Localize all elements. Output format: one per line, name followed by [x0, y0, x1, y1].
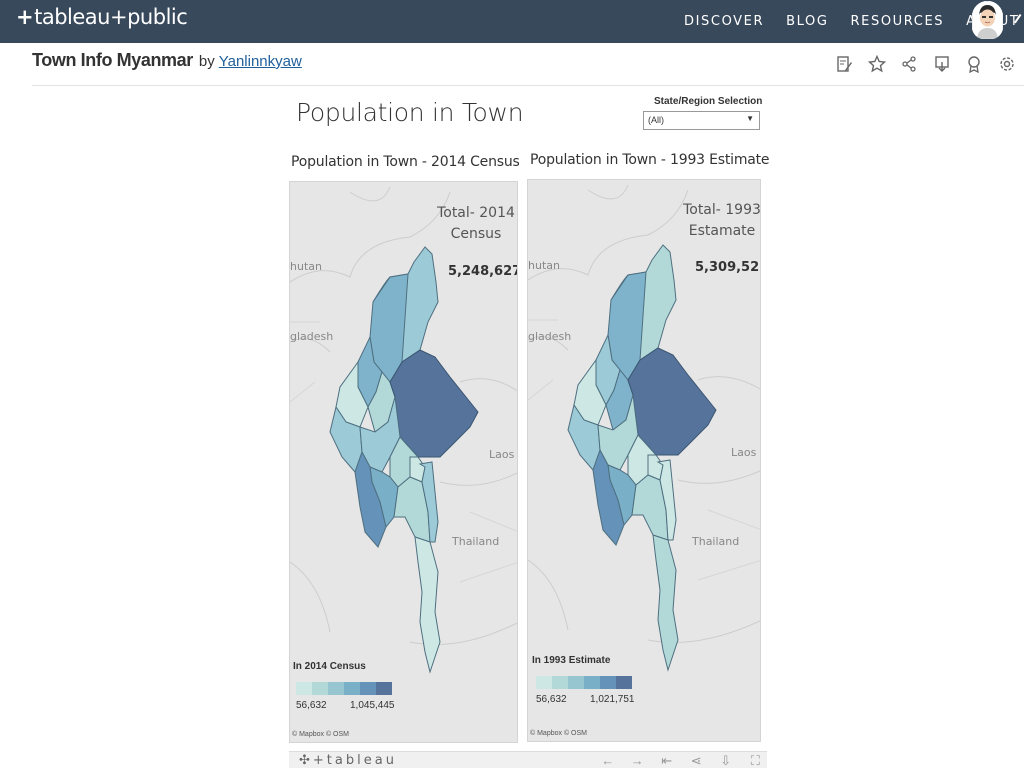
legend-swatch: [568, 676, 584, 689]
country-label-bhutan: hutan: [290, 260, 322, 273]
share-icon[interactable]: [897, 52, 921, 76]
legend-swatch: [328, 682, 344, 695]
map-2014-census[interactable]: Total- 2014 Census 5,248,627 hutan glade…: [289, 181, 518, 743]
right-map-title: Population in Town - 1993 Estimate: [530, 152, 770, 168]
header-divider: [32, 85, 1024, 86]
total-label-line1: Total- 1993: [683, 202, 761, 218]
legend-swatch: [296, 682, 312, 695]
country-label-bangladesh: gladesh: [528, 330, 572, 343]
filter-label: State/Region Selection: [654, 96, 763, 107]
country-label-thailand: Thailand: [452, 535, 500, 548]
edit-icon[interactable]: [832, 52, 856, 76]
legend-title: In 1993 Estimate: [532, 655, 611, 666]
legend-max: 1,021,751: [590, 694, 635, 705]
map-1993-estimate[interactable]: Total- 1993 Estamate 5,309,521 hutan gla…: [527, 179, 761, 742]
download-icon[interactable]: ⇩: [720, 753, 732, 768]
footer-logo-mark-icon: ✣+: [299, 753, 327, 768]
map-attribution[interactable]: © Mapbox © OSM: [292, 731, 349, 738]
country-label-thailand: Thailand: [692, 535, 740, 548]
nav-discover[interactable]: DISCOVER: [684, 14, 765, 29]
viz-footer-toolbar: ✣+tableau ← → ⇤ ⋖ ⇩ ⛶: [289, 751, 767, 768]
logo-suffix: public: [127, 5, 188, 29]
total-value: 5,248,627: [448, 264, 518, 279]
map-2014-svg: [290, 182, 517, 742]
download-icon[interactable]: [930, 52, 954, 76]
state-region-dropdown[interactable]: (All) ▼: [643, 111, 760, 130]
legend-swatch: [360, 682, 376, 695]
legend-title: In 2014 Census: [293, 661, 366, 672]
legend-swatch: [376, 682, 392, 695]
star-icon[interactable]: [865, 52, 889, 76]
by-label: by: [198, 53, 215, 70]
redo-icon[interactable]: →: [630, 753, 644, 768]
map-1993-svg: [528, 180, 760, 741]
award-icon[interactable]: [962, 52, 986, 76]
legend-color-bar: [536, 676, 632, 689]
logo-plus-2-icon: +: [109, 5, 128, 29]
legend-swatch: [552, 676, 568, 689]
legend-swatch: [312, 682, 328, 695]
filter-value: (All): [648, 115, 664, 125]
fullscreen-icon[interactable]: ⛶: [750, 753, 760, 768]
total-label: Total- 1993 Estamate: [682, 200, 761, 242]
country-label-bhutan: hutan: [528, 259, 560, 272]
revert-icon[interactable]: ⇤: [661, 753, 673, 768]
viz-title-bar: Town Info Myanmar by Yanlinnkyaw: [32, 50, 302, 78]
author-link[interactable]: Yanlinnkyaw: [218, 53, 302, 70]
nav-blog[interactable]: BLOG: [786, 14, 829, 29]
legend-swatch: [344, 682, 360, 695]
legend-swatch: [584, 676, 600, 689]
legend-swatch: [600, 676, 616, 689]
nav-resources[interactable]: RESOURCES: [850, 14, 945, 29]
logo-text: tableau: [34, 5, 110, 29]
dashboard-title: Population in Town: [296, 98, 524, 127]
logo-plus-icon: +: [16, 5, 34, 29]
dropdown-arrow-icon: ▼: [746, 114, 754, 123]
total-label-line2: Estamate: [688, 223, 756, 239]
viz-toolbar: [832, 52, 1024, 76]
country-label-laos: Laos: [731, 446, 757, 459]
map-attribution[interactable]: © Mapbox © OSM: [530, 730, 587, 737]
legend-swatch: [616, 676, 632, 689]
footer-icons: ← → ⇤ ⋖ ⇩ ⛶: [593, 753, 770, 769]
gear-icon[interactable]: [995, 52, 1019, 76]
total-label-line1: Total- 2014: [437, 205, 515, 221]
footer-logo-text: tableau: [326, 753, 397, 768]
legend-max: 1,045,445: [350, 700, 395, 711]
top-navigation: +tableau+public DISCOVER BLOG RESOURCES …: [0, 0, 1024, 43]
legend-min: 56,632: [296, 700, 327, 711]
undo-icon[interactable]: ←: [601, 753, 615, 768]
left-map-title: Population in Town - 2014 Census: [291, 154, 520, 170]
legend-color-bar: [296, 682, 392, 695]
country-label-laos: Laos: [489, 448, 515, 461]
total-value: 5,309,521: [695, 260, 761, 275]
legend-min: 56,632: [536, 694, 567, 705]
user-avatar[interactable]: [972, 1, 1003, 39]
country-label-bangladesh: gladesh: [290, 330, 334, 343]
share-icon[interactable]: ⋖: [690, 753, 702, 768]
footer-tableau-logo[interactable]: ✣+tableau: [299, 753, 397, 768]
tableau-public-logo[interactable]: +tableau+public: [16, 5, 188, 29]
viz-title: Town Info Myanmar: [32, 50, 193, 70]
total-label: Total- 2014 Census: [436, 203, 516, 245]
legend-swatch: [536, 676, 552, 689]
total-label-line2: Census: [450, 226, 502, 242]
